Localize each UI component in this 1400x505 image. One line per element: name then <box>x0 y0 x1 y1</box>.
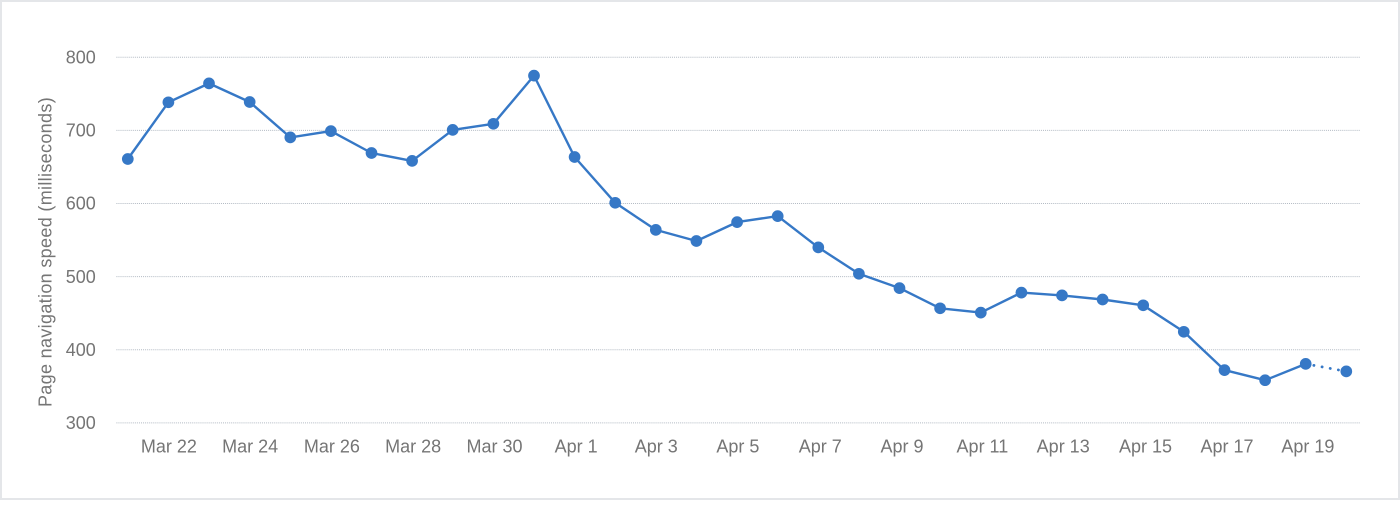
svg-text:Apr 7: Apr 7 <box>799 437 842 457</box>
svg-text:Apr 17: Apr 17 <box>1200 437 1253 457</box>
svg-text:Mar 28: Mar 28 <box>385 437 441 457</box>
svg-text:Apr 13: Apr 13 <box>1037 437 1090 457</box>
svg-text:Mar 22: Mar 22 <box>141 437 197 457</box>
svg-text:Page navigation speed (millise: Page navigation speed (milliseconds) <box>35 97 55 407</box>
svg-text:Apr 9: Apr 9 <box>880 437 923 457</box>
svg-text:Apr 19: Apr 19 <box>1281 437 1334 457</box>
svg-text:700: 700 <box>66 121 96 141</box>
svg-text:300: 300 <box>66 413 96 433</box>
svg-text:800: 800 <box>66 48 96 68</box>
svg-text:600: 600 <box>66 194 96 214</box>
svg-text:400: 400 <box>66 340 96 360</box>
svg-text:Mar 26: Mar 26 <box>304 437 360 457</box>
svg-text:Apr 3: Apr 3 <box>635 437 678 457</box>
svg-text:Apr 1: Apr 1 <box>555 437 598 457</box>
svg-text:Apr 5: Apr 5 <box>716 437 759 457</box>
svg-text:Apr 11: Apr 11 <box>957 437 1009 457</box>
svg-text:Apr 15: Apr 15 <box>1119 437 1172 457</box>
svg-text:500: 500 <box>66 267 96 287</box>
svg-text:Mar 24: Mar 24 <box>222 437 278 457</box>
svg-text:Mar 30: Mar 30 <box>466 437 522 457</box>
